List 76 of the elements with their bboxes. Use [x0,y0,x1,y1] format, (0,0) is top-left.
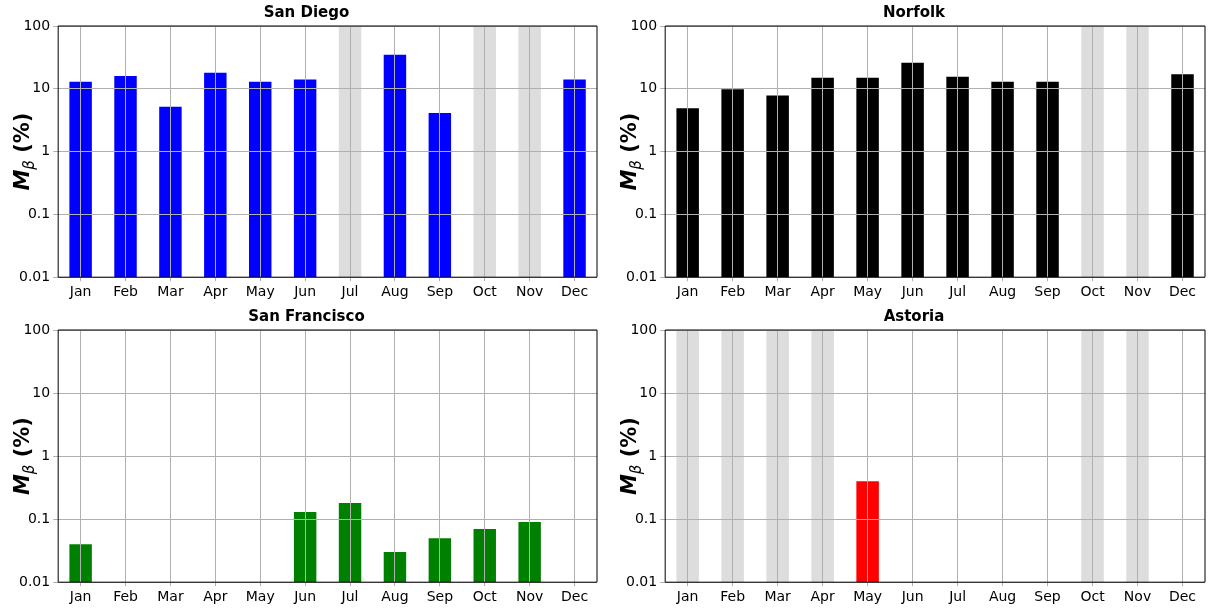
x-tick-label: Jan [68,588,92,605]
x-tick-label: Aug [381,283,409,300]
x-tick-label: Jan [675,588,699,605]
x-tick-label: Apr [203,283,228,300]
y-tick-label: 10 [32,79,51,96]
x-tick-label: Sep [1034,588,1061,605]
x-tick-label: May [853,588,883,605]
y-tick-label: 1 [41,446,51,463]
x-tick-label: Jul [948,588,967,605]
x-tick-label: Apr [810,283,835,300]
x-tick-label: Jul [340,588,359,605]
x-tick-label: Jul [340,283,359,300]
chart-title: Astoria [883,306,945,325]
y-tick-label: 1 [648,446,658,463]
x-tick-label: Oct [472,588,498,605]
x-tick-label: Feb [720,283,746,300]
x-tick-label: Feb [113,588,139,605]
y-tick-label: 0.01 [19,572,51,589]
x-tick-label: Mar [764,283,792,300]
x-tick-label: May [853,283,883,300]
y-axis-title: Mβ (%) [617,417,646,496]
x-tick-label: Oct [1080,588,1106,605]
x-tick-label: Dec [561,283,589,300]
x-tick-label: Jul [948,283,967,300]
y-tick-label: 10 [639,383,658,400]
x-tick-label: Oct [1080,283,1106,300]
x-tick-label: Jan [675,283,699,300]
y-tick-label: 0.1 [634,509,658,526]
x-tick-label: Dec [1168,588,1197,605]
y-tick-label: 10 [32,383,51,400]
x-tick-label: Apr [810,588,835,605]
x-tick-label: Aug [381,588,409,605]
x-tick-label: Jun [293,588,317,605]
chart-title: San Diego [263,2,350,21]
x-tick-label: Nov [1123,588,1152,605]
y-tick-label: 100 [630,16,658,33]
x-tick-label: Feb [720,588,746,605]
x-tick-label: Jan [68,283,92,300]
y-tick-label: 0.1 [27,205,51,222]
y-tick-label: 100 [630,320,658,337]
x-tick-label: Jun [900,283,924,300]
x-tick-label: Sep [426,283,454,300]
chart-title: Norfolk [882,2,947,21]
x-tick-label: Dec [1168,283,1197,300]
y-tick-label: 100 [23,320,51,337]
y-tick-label: 100 [23,16,51,33]
x-tick-label: Oct [472,283,498,300]
x-tick-label: Nov [1123,283,1152,300]
x-tick-label: Mar [157,283,184,300]
y-tick-label: 1 [648,142,658,159]
x-tick-label: Nov [515,283,544,300]
y-tick-label: 10 [639,79,658,96]
chart-title: San Francisco [248,306,365,325]
y-tick-label: 0.01 [626,267,658,284]
x-tick-label: Feb [113,283,139,300]
y-tick-label: 0.1 [634,205,658,222]
y-tick-label: 0.01 [626,572,658,589]
x-tick-label: Jun [293,283,317,300]
x-tick-label: Aug [988,283,1017,300]
x-tick-label: May [245,588,275,605]
y-tick-label: 0.1 [27,509,51,526]
x-tick-label: Jun [900,588,924,605]
y-axis-title: Mβ (%) [10,112,39,191]
x-tick-label: Nov [515,588,544,605]
x-tick-label: Dec [561,588,589,605]
x-tick-label: Sep [1034,283,1061,300]
x-tick-label: Mar [157,588,184,605]
y-axis-title: Mβ (%) [10,417,39,496]
x-tick-label: Apr [203,588,228,605]
y-tick-label: 0.01 [19,267,51,284]
x-tick-label: Aug [988,588,1017,605]
y-tick-label: 1 [41,142,51,159]
y-axis-title: Mβ (%) [617,112,646,191]
x-tick-label: May [245,283,275,300]
x-tick-label: Sep [426,588,454,605]
x-tick-label: Mar [764,588,792,605]
